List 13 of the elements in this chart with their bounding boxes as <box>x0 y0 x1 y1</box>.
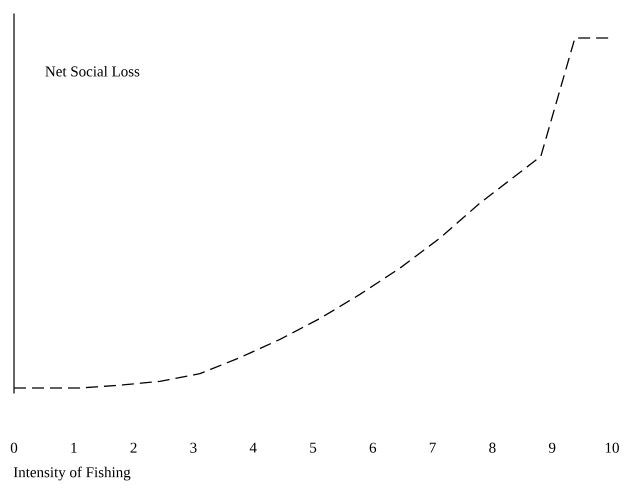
x-tick-label: 4 <box>250 442 257 453</box>
y-axis-title: Net Social Loss <box>45 66 140 76</box>
x-tick-label: 5 <box>310 442 316 453</box>
x-tick-label: 2 <box>130 442 137 453</box>
x-tick-label: 3 <box>190 442 197 453</box>
x-tick-label: 1 <box>71 442 77 453</box>
x-tick-label: 6 <box>370 442 376 453</box>
x-tick-label: 9 <box>548 442 556 453</box>
x-tick-label: 8 <box>489 442 496 453</box>
x-tick-label: 10 <box>606 442 619 453</box>
x-tick-label: 0 <box>10 442 18 453</box>
x-tick-label: 7 <box>430 442 436 453</box>
x-axis-title: Intensity of Fishing <box>14 466 130 480</box>
